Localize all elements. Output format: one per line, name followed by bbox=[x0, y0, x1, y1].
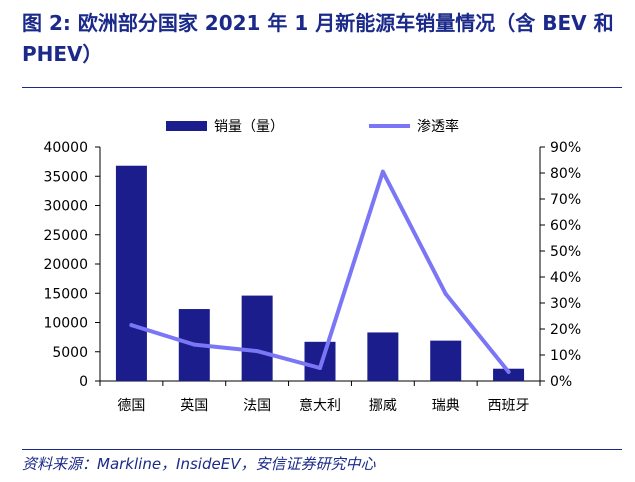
x-tick-label: 挪威 bbox=[369, 398, 397, 414]
bar-5 bbox=[367, 332, 399, 381]
bar-4 bbox=[304, 341, 336, 381]
bottom-rule bbox=[22, 449, 622, 450]
left-tick-label: 10000 bbox=[43, 316, 88, 332]
chart-title: 图 2: 欧洲部分国家 2021 年 1 月新能源车销量情况（含 BEV 和 P… bbox=[22, 11, 614, 66]
penetration-point bbox=[506, 369, 511, 374]
legend-bar-swatch bbox=[166, 121, 207, 131]
penetration-point bbox=[443, 291, 448, 296]
right-tick-label: 40% bbox=[550, 270, 581, 286]
top-rule bbox=[22, 87, 622, 88]
right-tick-label: 20% bbox=[550, 322, 581, 338]
right-tick-label: 80% bbox=[550, 166, 581, 182]
bar-6 bbox=[430, 340, 462, 381]
penetration-point bbox=[255, 349, 260, 354]
x-tick-label: 西班牙 bbox=[488, 398, 530, 414]
x-tick-label: 瑞典 bbox=[432, 398, 460, 414]
source-note: 资料来源：Markline，InsideEV，安信证券研究中心 bbox=[22, 455, 376, 473]
bar-1 bbox=[115, 165, 147, 381]
left-tick-label: 5000 bbox=[52, 345, 88, 361]
left-tick-label: 40000 bbox=[43, 140, 88, 156]
penetration-point bbox=[318, 366, 322, 370]
right-tick-label: 0% bbox=[550, 374, 572, 390]
left-tick-label: 25000 bbox=[43, 228, 88, 244]
right-tick-label: 50% bbox=[550, 244, 581, 260]
penetration-point bbox=[380, 169, 385, 174]
left-tick-label: 20000 bbox=[43, 257, 88, 273]
bar-7 bbox=[493, 368, 525, 381]
x-tick-label: 德国 bbox=[117, 398, 145, 414]
bar-3 bbox=[241, 295, 273, 381]
x-tick-label: 意大利 bbox=[299, 397, 341, 414]
x-tick-label: 英国 bbox=[180, 397, 208, 414]
penetration-point bbox=[192, 342, 197, 347]
left-tick-label: 0 bbox=[79, 374, 88, 390]
legend-label-penetration: 渗透率 bbox=[417, 118, 459, 135]
right-tick-label: 60% bbox=[550, 218, 581, 234]
left-tick-label: 35000 bbox=[43, 169, 88, 185]
left-tick-label: 15000 bbox=[43, 286, 88, 302]
right-tick-label: 10% bbox=[550, 348, 581, 364]
right-tick-label: 90% bbox=[550, 140, 581, 156]
right-tick-label: 70% bbox=[550, 192, 581, 208]
x-tick-label: 法国 bbox=[243, 398, 271, 414]
penetration-point bbox=[129, 323, 134, 328]
left-tick-label: 30000 bbox=[43, 199, 88, 215]
legend-label-sales: 销量（量） bbox=[214, 119, 284, 135]
right-tick-label: 30% bbox=[550, 296, 581, 312]
